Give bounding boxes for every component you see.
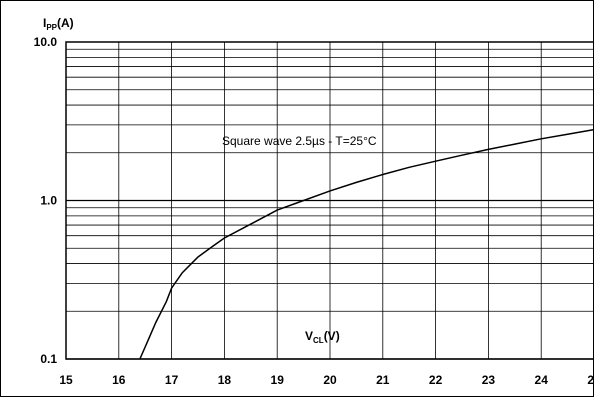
x-tick-label-21: 21 [376, 373, 390, 387]
x-tick-label-25: 25 [587, 373, 594, 387]
x-tick-label-20: 20 [323, 373, 337, 387]
x-tick-label-23: 23 [482, 373, 496, 387]
x-tick-label-18: 18 [218, 373, 232, 387]
x-tick-label-22: 22 [429, 373, 443, 387]
x-tick-label-17: 17 [165, 373, 179, 387]
y-tick-label-10.0: 10.0 [34, 35, 58, 49]
y-tick-label-0.1: 0.1 [40, 352, 57, 366]
y-tick-label-1.0: 1.0 [40, 194, 57, 208]
chart-annotation: Square wave 2.5µs - T=25°C [222, 134, 377, 148]
x-tick-label-19: 19 [271, 373, 285, 387]
x-tick-label-16: 16 [112, 373, 126, 387]
x-tick-label-24: 24 [535, 373, 549, 387]
x-tick-label-15: 15 [59, 373, 73, 387]
grid [66, 42, 594, 359]
